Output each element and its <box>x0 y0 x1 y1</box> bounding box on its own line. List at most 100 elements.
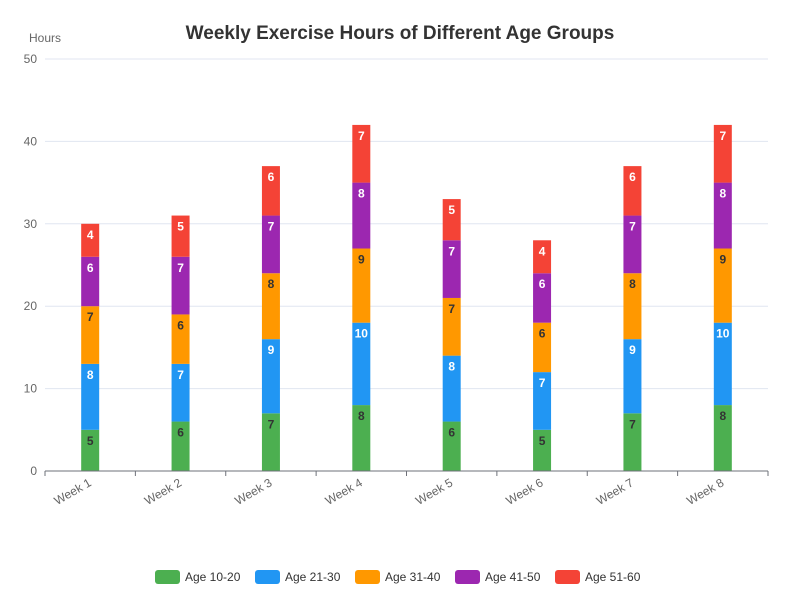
bar-segment[interactable] <box>81 429 100 471</box>
data-label: 6 <box>539 277 546 291</box>
legend-swatch <box>355 570 380 584</box>
data-label: 8 <box>629 277 636 291</box>
x-tick-label: Week 3 <box>232 475 274 508</box>
bar-segment[interactable] <box>442 355 461 422</box>
bar-segment[interactable] <box>81 363 100 430</box>
data-label: 9 <box>629 343 636 357</box>
data-label: 10 <box>355 327 369 341</box>
bar-segment[interactable] <box>352 322 371 406</box>
bar-segment[interactable] <box>533 240 552 274</box>
x-tick-label: Week 1 <box>52 475 94 508</box>
data-label: 9 <box>268 343 275 357</box>
bar-segment[interactable] <box>623 215 642 274</box>
data-label: 9 <box>719 253 726 267</box>
legend-item[interactable]: Age 21-30 <box>255 570 341 584</box>
data-label: 8 <box>87 368 94 382</box>
data-label: 7 <box>87 310 94 324</box>
y-tick-label: 0 <box>30 464 37 478</box>
legend-swatch <box>155 570 180 584</box>
bar-segment[interactable] <box>623 166 642 216</box>
grid <box>45 58 768 390</box>
x-tick-label: Week 2 <box>142 475 184 508</box>
legend-label: Age 21-30 <box>285 570 341 584</box>
data-label: 8 <box>719 409 726 423</box>
bar-segment[interactable] <box>533 372 552 430</box>
bar-segment[interactable] <box>171 256 190 315</box>
bar-segment[interactable] <box>442 297 461 356</box>
bar-segment[interactable] <box>81 223 100 257</box>
x-tick-label: Week 6 <box>504 475 546 508</box>
data-label: 6 <box>629 170 636 184</box>
bar-segment[interactable] <box>352 248 371 323</box>
bar-segment[interactable] <box>261 273 280 340</box>
data-label: 6 <box>177 426 184 440</box>
bar-segment[interactable] <box>533 322 552 373</box>
legend-label: Age 31-40 <box>385 570 441 584</box>
y-tick-label: 10 <box>24 382 38 396</box>
y-tick-label: 40 <box>24 134 38 148</box>
legend[interactable]: Age 10-20 Age 21-30 Age 31-40 Age 41-50 Age … <box>155 570 641 584</box>
bar-segment[interactable] <box>623 413 642 471</box>
bar-segment[interactable] <box>352 124 371 183</box>
data-label: 5 <box>87 434 94 448</box>
y-tick-label: 30 <box>24 217 38 231</box>
data-label: 7 <box>177 261 184 275</box>
data-label: 4 <box>87 228 94 242</box>
bar-segment[interactable] <box>442 199 461 241</box>
legend-swatch <box>455 570 480 584</box>
legend-item[interactable]: Age 10-20 <box>155 570 241 584</box>
bar-segment[interactable] <box>171 215 190 257</box>
x-tick-label: Week 4 <box>323 475 365 508</box>
bar-segment[interactable] <box>261 166 280 216</box>
data-label: 6 <box>177 318 184 332</box>
data-label: 8 <box>719 187 726 201</box>
y-tick-label: 20 <box>24 299 38 313</box>
data-label: 6 <box>539 327 546 341</box>
legend-item[interactable]: Age 31-40 <box>355 570 441 584</box>
data-label: 8 <box>358 187 365 201</box>
bar-segment[interactable] <box>442 421 461 471</box>
legend-swatch <box>255 570 280 584</box>
chart-title: Weekly Exercise Hours of Different Age G… <box>186 23 615 44</box>
data-label: 10 <box>716 327 730 341</box>
bar-segment[interactable] <box>623 273 642 340</box>
bar-segment[interactable] <box>533 273 552 323</box>
axes: 0 10 20 30 40 50 Week 1 Week 2 Week 3 Week 4 Week … <box>24 52 769 508</box>
bar-segment[interactable] <box>352 405 371 471</box>
bar-segment[interactable] <box>81 256 100 307</box>
bar-segment[interactable] <box>261 339 280 414</box>
legend-item[interactable]: Age 51-60 <box>555 570 641 584</box>
data-label: 5 <box>177 220 184 234</box>
bar-segment[interactable] <box>623 339 642 414</box>
bar-segment[interactable] <box>171 421 190 471</box>
bar-segment[interactable] <box>442 240 461 298</box>
data-label: 7 <box>448 302 455 316</box>
x-tick-label: Week 5 <box>413 475 455 508</box>
y-tick-label: 50 <box>24 52 38 66</box>
legend-item[interactable]: Age 41-50 <box>455 570 541 584</box>
x-tick-label: Week 7 <box>594 475 636 508</box>
data-label: 8 <box>268 277 275 291</box>
bar-segment[interactable] <box>261 215 280 274</box>
legend-label: Age 10-20 <box>185 570 241 584</box>
data-label: 7 <box>448 244 455 258</box>
bar-segment[interactable] <box>171 363 190 422</box>
data-label: 7 <box>629 220 636 234</box>
bar-segment[interactable] <box>533 429 552 471</box>
bar-segment[interactable] <box>171 314 190 364</box>
data-label: 4 <box>539 244 546 258</box>
bar-segment[interactable] <box>713 405 732 471</box>
bar-segment[interactable] <box>713 182 732 249</box>
data-label: 7 <box>177 368 184 382</box>
bar-segment[interactable] <box>713 248 732 323</box>
data-label: 8 <box>358 409 365 423</box>
bar-segment[interactable] <box>261 413 280 471</box>
bar-segment[interactable] <box>713 322 732 406</box>
data-label: 8 <box>448 360 455 374</box>
bar-segment[interactable] <box>81 306 100 364</box>
bar-segment[interactable] <box>352 182 371 249</box>
legend-label: Age 41-50 <box>485 570 541 584</box>
data-label: 6 <box>87 261 94 275</box>
bar-segment[interactable] <box>713 124 732 183</box>
